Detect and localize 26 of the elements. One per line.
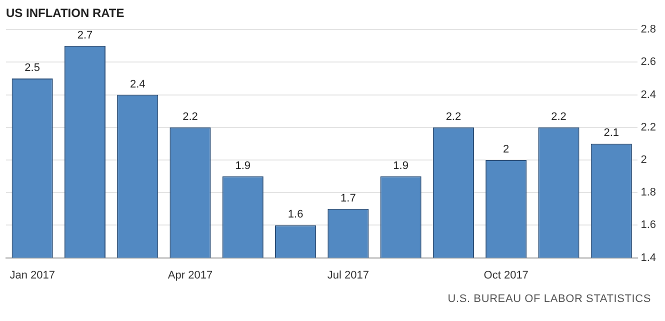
chart-title: US INFLATION RATE bbox=[6, 6, 124, 20]
y-tick-label: 1.8 bbox=[640, 186, 656, 199]
data-label: 2 bbox=[503, 144, 510, 156]
y-tick-label: 1.6 bbox=[640, 219, 656, 232]
data-label: 2.1 bbox=[604, 127, 620, 140]
data-label: 2.4 bbox=[130, 78, 146, 90]
text: U.S. BUREAU OF LABOR STATISTICS bbox=[448, 293, 651, 305]
x-tick-label: Oct 2017 bbox=[484, 269, 528, 282]
data-label: 2.2 bbox=[182, 110, 198, 123]
x-tick-label: Jan 2017 bbox=[10, 269, 55, 282]
data-label: 1.9 bbox=[393, 160, 408, 172]
data-label: 2.7 bbox=[77, 29, 93, 42]
x-tick-label: Jul 2017 bbox=[327, 269, 369, 282]
y-tick-label: 2 bbox=[640, 154, 647, 166]
data-label: 1.9 bbox=[235, 160, 251, 172]
y-tick-label: 2.6 bbox=[640, 56, 656, 68]
data-label: 2.5 bbox=[24, 62, 40, 74]
y-tick-label: 2.4 bbox=[640, 88, 656, 101]
x-tick-label: Apr 2017 bbox=[168, 269, 213, 282]
data-label: 2.2 bbox=[551, 110, 566, 123]
y-tick-label: 2.2 bbox=[640, 121, 656, 134]
y-tick-label: 1.4 bbox=[640, 252, 656, 264]
y-tick-label: 2.8 bbox=[640, 24, 656, 36]
data-label: 1.7 bbox=[340, 192, 356, 204]
data-label: 1.6 bbox=[288, 208, 304, 221]
data-label: 2.2 bbox=[446, 110, 462, 123]
